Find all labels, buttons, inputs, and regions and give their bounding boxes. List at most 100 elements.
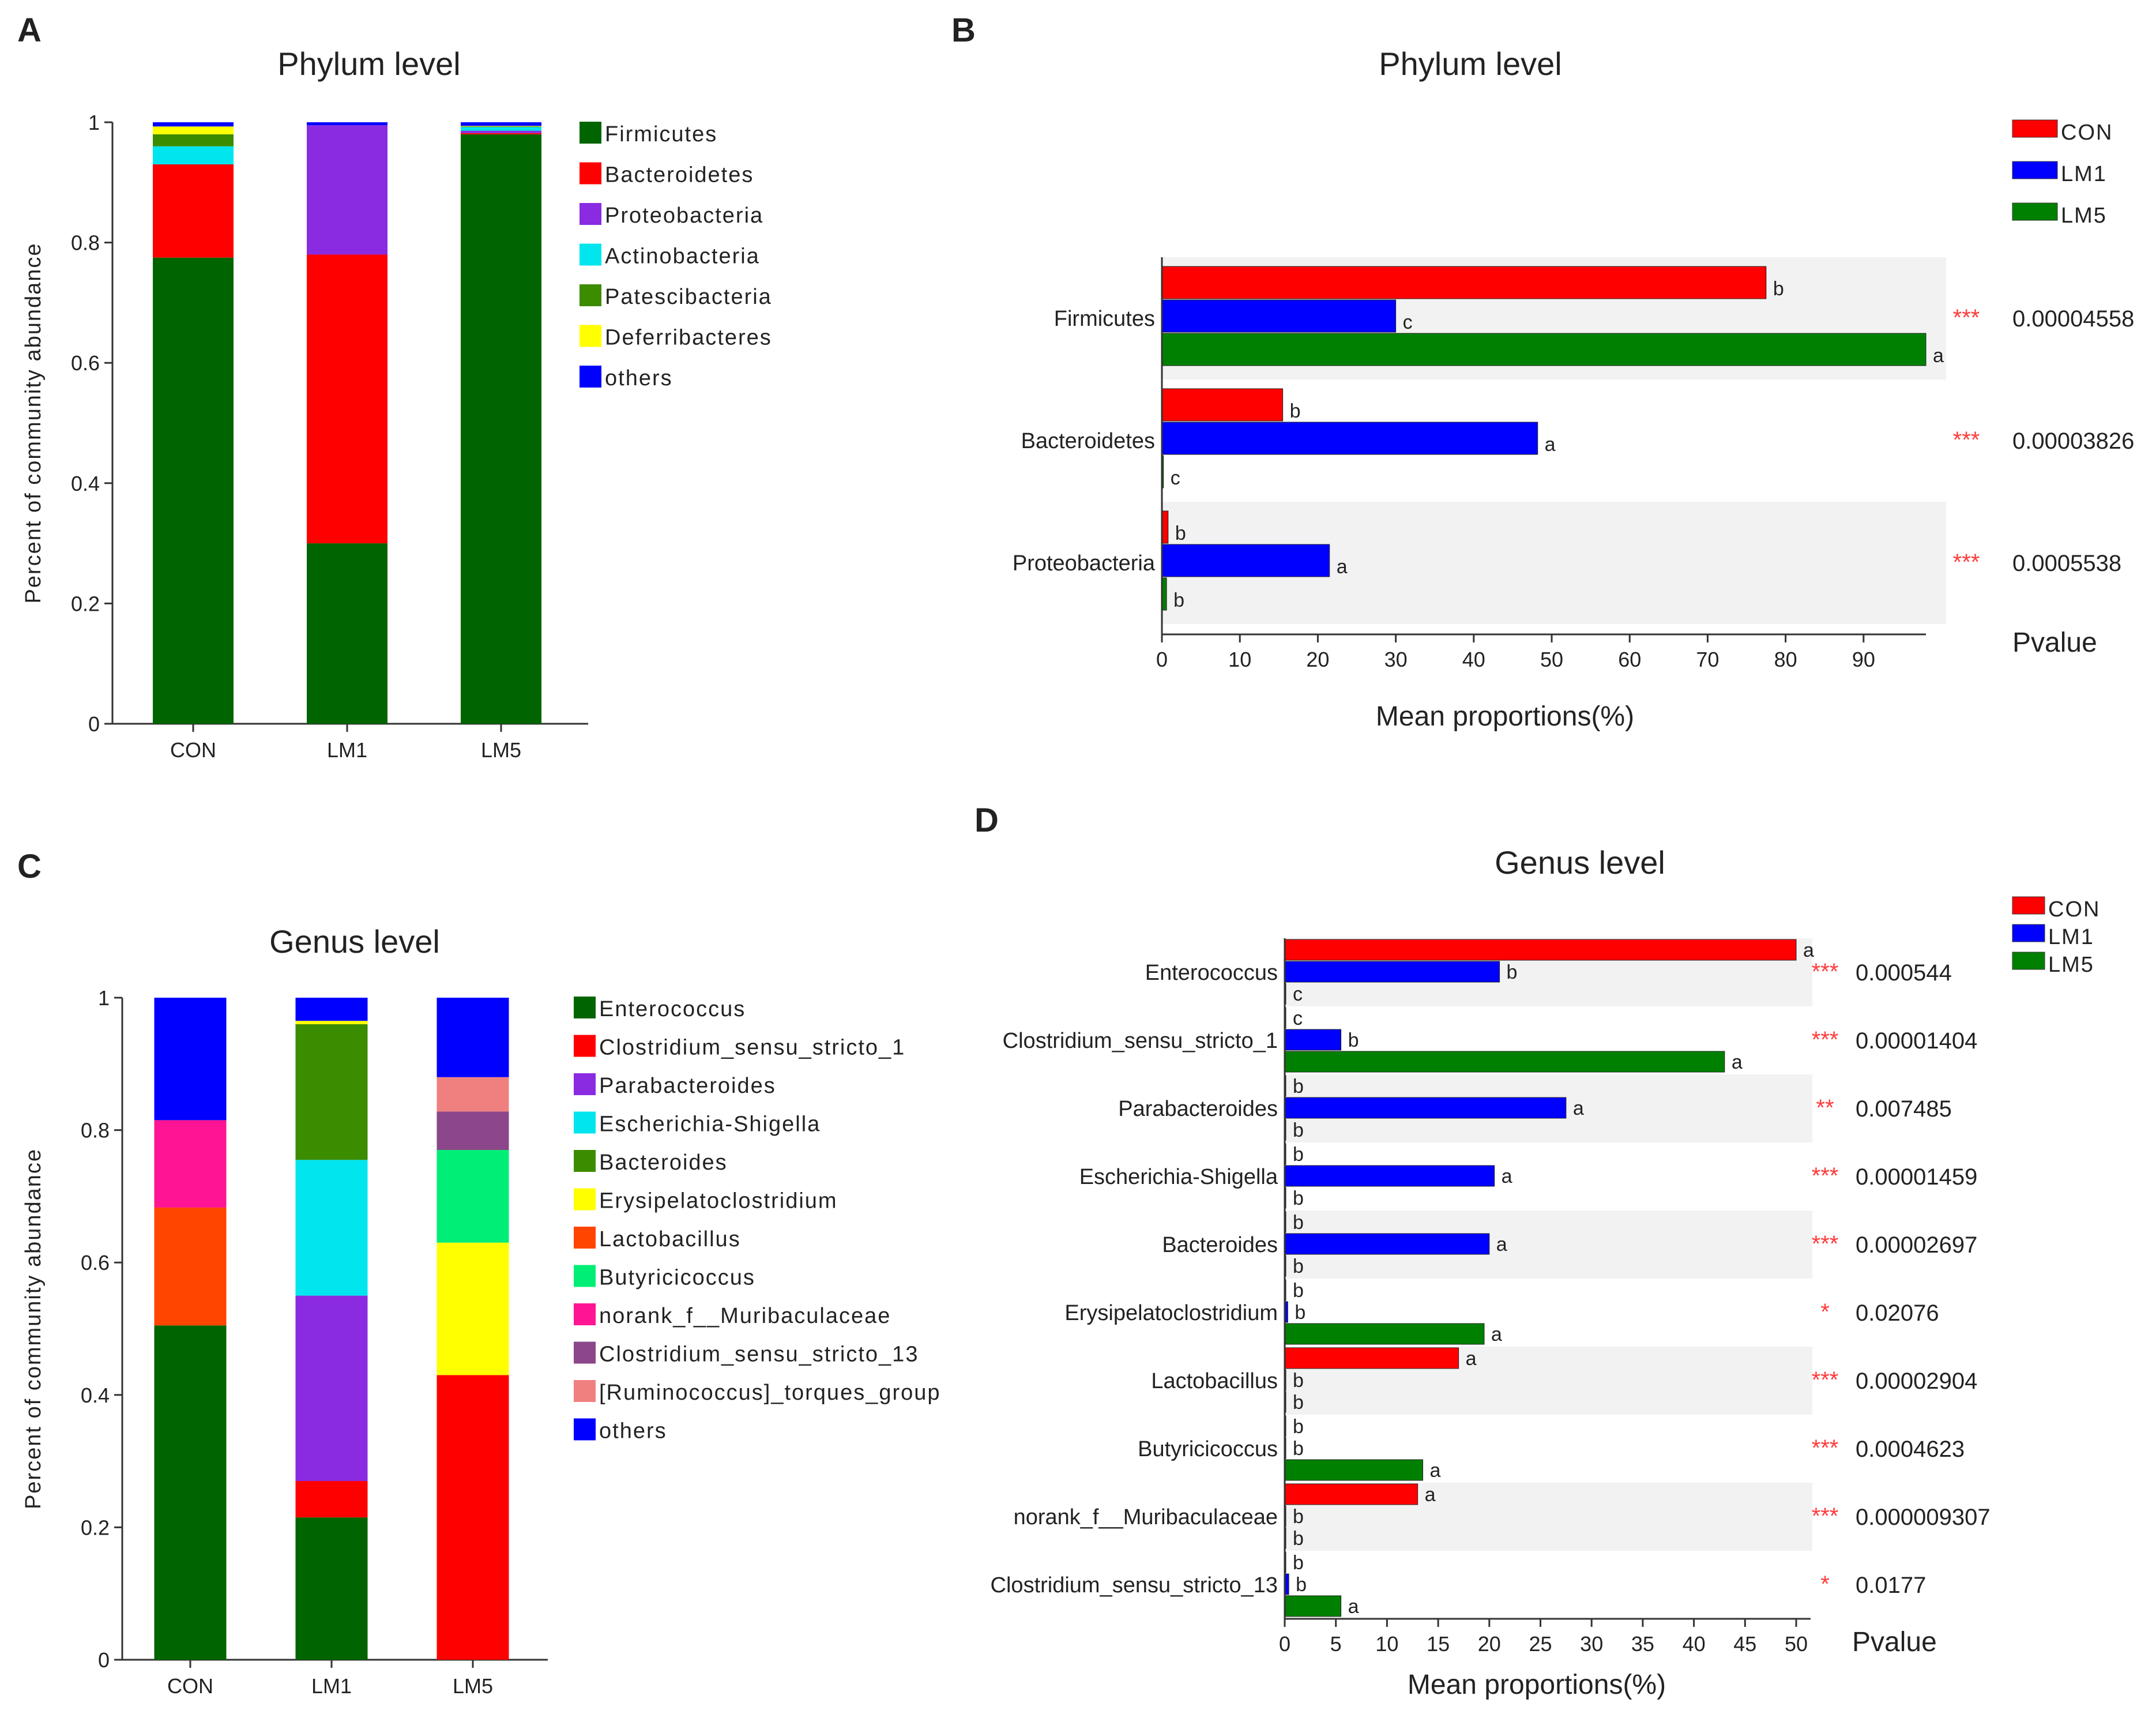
significance-letter: b bbox=[1293, 1144, 1304, 1166]
legend-label-lm1: LM1 bbox=[2048, 925, 2094, 949]
bar-segment-lm1-clostridium-sensu-stricto-1 bbox=[295, 1481, 368, 1518]
p-value-norank-f-muribaculaceae: 0.000009307 bbox=[1856, 1505, 1991, 1530]
significance-letter: b bbox=[1293, 1528, 1304, 1550]
category-label-firmicutes: Firmicutes bbox=[1054, 307, 1155, 331]
p-value-clostridium-sensu-stricto-13: 0.0177 bbox=[1856, 1573, 1926, 1598]
significance-letter: b bbox=[1173, 589, 1184, 611]
legend-label-actinobacteria: Actinobacteria bbox=[605, 245, 760, 269]
significance-letter: c bbox=[1171, 467, 1180, 489]
significance-letter: b bbox=[1773, 278, 1784, 300]
y-tick-label: 0.4 bbox=[71, 472, 100, 495]
category-label-lactobacillus: Lactobacillus bbox=[1151, 1369, 1278, 1393]
p-value-enterococcus: 0.000544 bbox=[1856, 960, 1952, 986]
significance-letter: a bbox=[1337, 556, 1348, 578]
significance-letter: b bbox=[1293, 1552, 1304, 1574]
panel-letter: D bbox=[974, 802, 999, 839]
bar-segment-con-bacteroidetes bbox=[153, 164, 234, 258]
bar-bacteroidetes-con bbox=[1161, 388, 1284, 422]
category-label-norank-f-muribaculaceae: norank_f__Muribaculaceae bbox=[1014, 1505, 1278, 1529]
legend-label-parabacteroides: Parabacteroides bbox=[599, 1074, 776, 1098]
x-tick-label: CON bbox=[167, 1674, 213, 1698]
legend-label-butyricicoccus: Butyricicoccus bbox=[599, 1266, 755, 1290]
x-tick-label: 30 bbox=[1580, 1632, 1603, 1656]
legend-label-others: others bbox=[605, 366, 673, 390]
x-axis-label: Mean proportions(%) bbox=[1376, 701, 1634, 732]
legend-label-deferribacteres: Deferribacteres bbox=[605, 326, 772, 350]
p-value-clostridium-sensu-stricto-1: 0.00001404 bbox=[1856, 1028, 1977, 1054]
significance-letter: b bbox=[1293, 1416, 1304, 1438]
x-tick-label: 25 bbox=[1529, 1632, 1552, 1656]
legend-swatch-ruminococcus-torques-group bbox=[574, 1380, 596, 1402]
p-value-header: Pvalue bbox=[1852, 1627, 1937, 1657]
legend-label-proteobacteria: Proteobacteria bbox=[605, 204, 763, 228]
significance-stars: *** bbox=[1812, 1027, 1839, 1052]
significance-stars: * bbox=[1820, 1299, 1830, 1325]
category-label-bacteroidetes: Bacteroidetes bbox=[1021, 429, 1155, 453]
x-tick-label: 90 bbox=[1852, 648, 1875, 671]
panel-letter: C bbox=[17, 848, 42, 885]
x-tick-label: LM1 bbox=[327, 738, 367, 762]
bar-clostridium-sensu-stricto-1-lm1 bbox=[1284, 1029, 1342, 1051]
y-tick-label: 0.8 bbox=[71, 231, 100, 255]
x-tick-label: 10 bbox=[1228, 648, 1251, 671]
significance-letter: b bbox=[1293, 1187, 1304, 1209]
legend-swatch-lm1 bbox=[2012, 924, 2045, 942]
legend-label-others: others bbox=[599, 1419, 667, 1443]
bar-segment-lm1-enterococcus bbox=[295, 1517, 368, 1660]
x-tick-label: 5 bbox=[1330, 1632, 1342, 1656]
x-tick-label: 40 bbox=[1462, 648, 1485, 671]
legend-swatch-erysipelatoclostridium bbox=[574, 1188, 596, 1211]
significance-letter: c bbox=[1403, 311, 1413, 333]
category-label-clostridium-sensu-stricto-1: Clostridium_sensu_stricto_1 bbox=[1003, 1029, 1278, 1053]
legend-swatch-actinobacteria bbox=[580, 243, 601, 266]
x-tick-label: CON bbox=[170, 738, 216, 762]
chart-title: Phylum level bbox=[277, 46, 460, 82]
chart-title: Genus level bbox=[1495, 844, 1665, 881]
x-tick-label: LM5 bbox=[481, 738, 521, 762]
significance-letter: b bbox=[1293, 1076, 1304, 1097]
bar-segment-lm5-firmicutes bbox=[461, 134, 541, 724]
bar-segment-con-others bbox=[153, 122, 234, 127]
legend-swatch-con bbox=[2012, 896, 2045, 915]
legend-swatch-lm5 bbox=[2012, 202, 2058, 221]
bar-segment-lm1-bacteroidetes bbox=[307, 254, 387, 544]
bar-segment-lm5-clostridium-sensu-stricto-13 bbox=[437, 1111, 509, 1151]
bar-segment-lm1-others bbox=[307, 122, 387, 126]
significance-letter: a bbox=[1348, 1596, 1359, 1618]
category-label-erysipelatoclostridium: Erysipelatoclostridium bbox=[1064, 1301, 1278, 1325]
significance-letter: b bbox=[1293, 1280, 1304, 1302]
legend-swatch-butyricicoccus bbox=[574, 1265, 596, 1287]
bar-segment-lm1-proteobacteria bbox=[307, 125, 387, 255]
chart-title: Genus level bbox=[269, 923, 440, 960]
bar-firmicutes-lm1 bbox=[1161, 299, 1397, 333]
bar-segment-lm1-others bbox=[295, 998, 368, 1021]
x-tick-label: 45 bbox=[1733, 1632, 1756, 1656]
x-axis-label: Mean proportions(%) bbox=[1408, 1670, 1666, 1700]
significance-letter: c bbox=[1293, 1008, 1303, 1029]
significance-letter: a bbox=[1502, 1166, 1512, 1187]
significance-stars: * bbox=[1820, 1572, 1830, 1597]
panel-letter: A bbox=[17, 12, 42, 49]
y-tick-label: 0.4 bbox=[81, 1384, 110, 1407]
bar-clostridium-sensu-stricto-1-lm5 bbox=[1284, 1051, 1725, 1073]
y-tick-label: 1 bbox=[98, 986, 110, 1010]
bar-enterococcus-con bbox=[1284, 939, 1797, 961]
bar-firmicutes-con bbox=[1161, 266, 1767, 299]
p-value-header: Pvalue bbox=[2012, 627, 2097, 658]
panel-letter: B bbox=[951, 12, 976, 49]
p-value-bacteroides: 0.00002697 bbox=[1856, 1232, 1977, 1258]
x-tick-label: 50 bbox=[1785, 1632, 1808, 1656]
significance-letter: a bbox=[1732, 1051, 1743, 1073]
significance-stars: *** bbox=[1812, 959, 1839, 984]
legend-label-bacteroidetes: Bacteroidetes bbox=[605, 163, 754, 187]
category-label-parabacteroides: Parabacteroides bbox=[1118, 1097, 1278, 1121]
bar-segment-lm5-others bbox=[437, 998, 509, 1077]
significance-letter: b bbox=[1290, 400, 1301, 422]
legend-swatch-proteobacteria bbox=[580, 203, 601, 225]
bar-proteobacteria-con bbox=[1161, 510, 1169, 544]
bar-segment-lm1-firmicutes bbox=[307, 543, 387, 724]
bar-segment-lm5-clostridium-sensu-stricto-1 bbox=[437, 1375, 509, 1660]
x-tick-label: 60 bbox=[1618, 648, 1641, 671]
bar-butyricicoccus-lm5 bbox=[1284, 1459, 1423, 1481]
bar-segment-lm5-patescibacteria bbox=[461, 126, 541, 127]
